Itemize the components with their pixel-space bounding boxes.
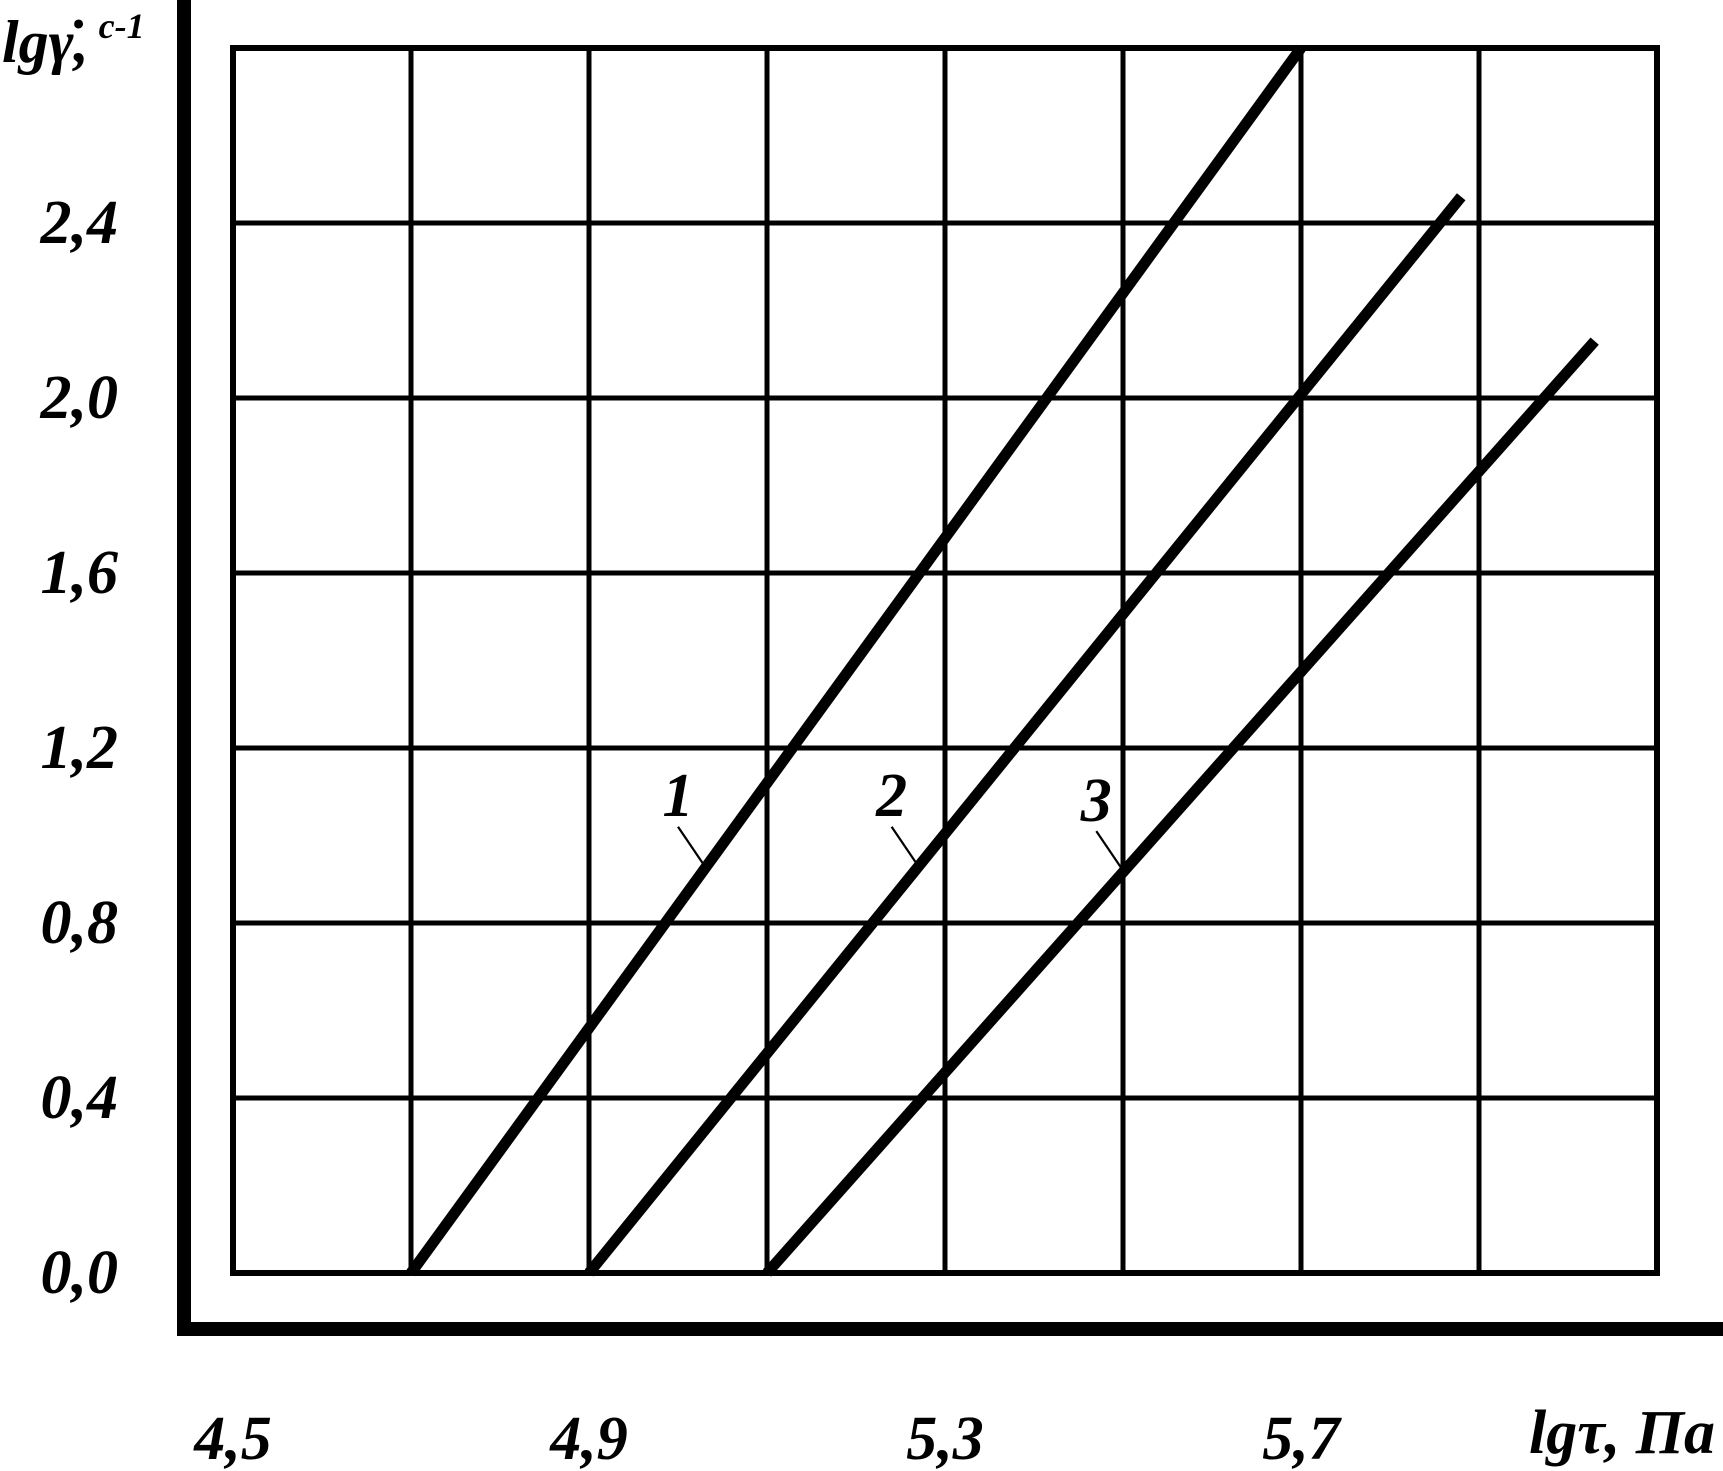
x-tick-label: 5,7 (1262, 1405, 1340, 1471)
series-lines (406, 44, 1599, 1277)
x-axis-title: lgτ, Па (1529, 1399, 1715, 1467)
grid (233, 48, 1657, 1273)
leader-line-2 (890, 826, 920, 867)
y-tick-label: 2,4 (40, 189, 119, 257)
y-tick-label: 0,0 (40, 1239, 119, 1307)
x-axis-line (177, 1322, 1723, 1336)
curve-label-1: 1 (662, 762, 694, 831)
y-tick-label: 0,8 (40, 889, 119, 957)
series-line-1 (406, 44, 1306, 1277)
leader-lines (677, 826, 1124, 872)
x-tick-label: 4,5 (194, 1405, 272, 1471)
leader-line-1 (677, 826, 706, 867)
y-tick-label: 1,2 (40, 714, 119, 782)
y-axis-title-superscript: с-1 (98, 6, 145, 46)
y-axis-title-text: lgγ̇, (2, 9, 89, 75)
y-tick-label: 1,6 (40, 539, 119, 607)
series-line-3 (762, 337, 1599, 1277)
y-tick-label: 2,0 (40, 364, 119, 432)
curve-label-3: 3 (1080, 766, 1112, 835)
curve-label-2: 2 (876, 762, 908, 831)
y-axis-title: lgγ̇, с-1 (2, 8, 145, 72)
x-tick-label: 4,9 (550, 1405, 628, 1471)
plot-border (230, 45, 1660, 1276)
leader-line-3 (1095, 830, 1124, 872)
x-tick-label: 5,3 (906, 1405, 984, 1471)
y-tick-label: 0,4 (40, 1064, 119, 1132)
series-line-2 (584, 193, 1466, 1277)
y-axis-line (177, 0, 191, 1336)
